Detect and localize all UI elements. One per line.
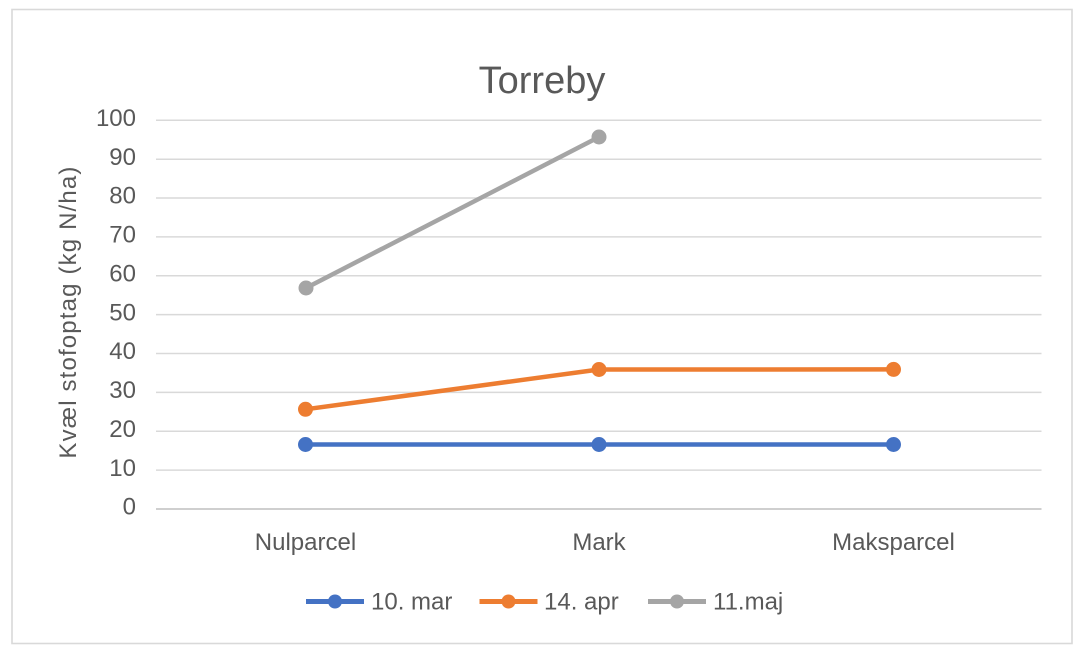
svg-text:10. mar: 10. mar — [371, 589, 452, 616]
svg-text:14. apr: 14. apr — [544, 589, 619, 616]
svg-text:70: 70 — [109, 222, 136, 249]
svg-text:Torreby: Torreby — [479, 60, 606, 102]
svg-text:0: 0 — [123, 494, 136, 521]
svg-text:Kvæl stofoptag (kg N/ha): Kvæl stofoptag (kg N/ha) — [55, 167, 82, 459]
svg-text:20: 20 — [109, 416, 136, 443]
svg-text:Nulparcel: Nulparcel — [255, 529, 356, 556]
svg-text:80: 80 — [109, 183, 136, 210]
svg-text:60: 60 — [109, 261, 136, 288]
svg-text:30: 30 — [109, 377, 136, 404]
svg-text:11.maj: 11.maj — [713, 589, 783, 616]
svg-text:50: 50 — [109, 299, 136, 326]
svg-text:Mark: Mark — [572, 529, 626, 556]
svg-text:40: 40 — [109, 338, 136, 365]
svg-text:90: 90 — [109, 144, 136, 171]
svg-text:100: 100 — [96, 105, 136, 132]
svg-text:Maksparcel: Maksparcel — [832, 529, 955, 556]
svg-text:10: 10 — [109, 455, 136, 482]
